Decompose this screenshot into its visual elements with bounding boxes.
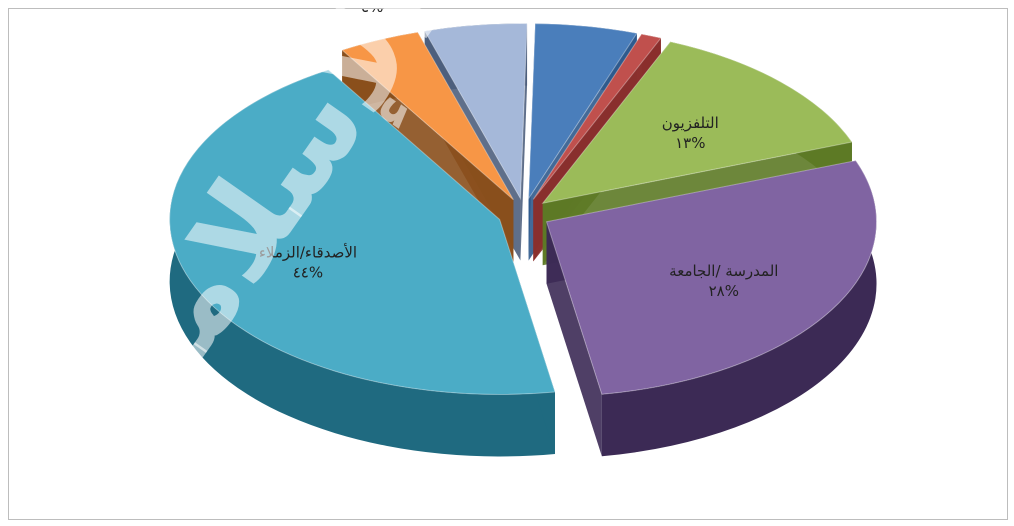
pie-slice-5 <box>341 31 514 201</box>
pie-slice-1 <box>532 33 662 200</box>
slice-label-3: المدرسة /الجامعة <box>669 262 778 280</box>
pie-slice-3 <box>545 160 878 395</box>
pie-slice-2 <box>541 41 853 204</box>
pie-face-3-1 <box>546 221 602 457</box>
pie-tops <box>169 23 878 395</box>
slice-label-2: التلفزيون <box>662 114 719 132</box>
pie-slice-4 <box>169 69 556 395</box>
pie-slice-0 <box>528 23 638 201</box>
slice-label-4: الأصدقاء/الزملاء <box>259 242 357 261</box>
slice-value-2: ١٣% <box>675 134 705 152</box>
pie-wall-4 <box>169 69 555 457</box>
slice-value-4: ٤٤% <box>293 263 323 281</box>
pie-slice-6 <box>423 23 528 201</box>
pie-wall-3 <box>601 160 877 457</box>
slice-value-1: ١% <box>646 9 668 12</box>
slice-value-3: ٢٨% <box>709 282 739 300</box>
pie-face-6-1 <box>520 23 528 261</box>
slice-value-5: ٤% <box>361 9 383 16</box>
